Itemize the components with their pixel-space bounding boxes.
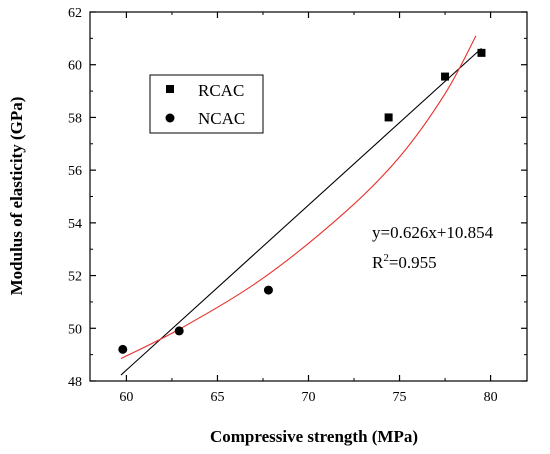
y-axis-ticks: 48 50 52 54 56 58 60 62: [68, 6, 527, 390]
x-tick-label-75: 75: [393, 390, 407, 405]
y-tick-label-58: 58: [68, 111, 82, 126]
legend-marker-ncac: [165, 113, 175, 123]
data-point-rcac: [384, 113, 393, 122]
linear-fit-line: [120, 47, 482, 376]
y-tick-label-52: 52: [68, 270, 82, 285]
x-tick-label-70: 70: [302, 390, 316, 405]
x-axis-title: Compressive strength (MPa): [210, 427, 418, 446]
r-squared: R2=0.955: [372, 252, 437, 272]
x-tick-label-65: 65: [210, 390, 224, 405]
legend: RCAC NCAC: [149, 74, 264, 134]
y-tick-label-50: 50: [68, 322, 82, 337]
x-tick-label-60: 60: [119, 390, 133, 405]
data-point-ncac: [263, 285, 273, 295]
data-markers: [118, 48, 486, 354]
legend-label-rcac: RCAC: [198, 81, 244, 100]
legend-marker-rcac: [166, 85, 174, 93]
r-squared-prefix: R: [372, 253, 384, 272]
plot-area-border: [89, 11, 528, 382]
y-tick-label-56: 56: [68, 164, 82, 179]
data-point-ncac: [174, 326, 184, 336]
data-point-rcac: [477, 48, 486, 57]
x-axis-ticks: 60 65 70 75 80: [119, 12, 498, 405]
y-tick-label-62: 62: [68, 6, 82, 21]
r-squared-value: =0.955: [389, 253, 437, 272]
y-tick-label-48: 48: [68, 375, 82, 390]
data-point-rcac: [441, 72, 450, 81]
legend-box: [149, 74, 264, 134]
data-point-ncac: [118, 344, 128, 354]
legend-label-ncac: NCAC: [198, 109, 245, 128]
x-tick-label-80: 80: [484, 390, 498, 405]
y-tick-label-54: 54: [68, 217, 82, 232]
y-tick-label-60: 60: [68, 59, 82, 74]
y-axis-title: Modulus of elasticity (GPa): [7, 97, 26, 296]
r-squared-superscript: 2: [383, 252, 389, 264]
plot-frame: [89, 11, 528, 382]
regression-equation: y=0.626x+10.854: [372, 223, 494, 242]
